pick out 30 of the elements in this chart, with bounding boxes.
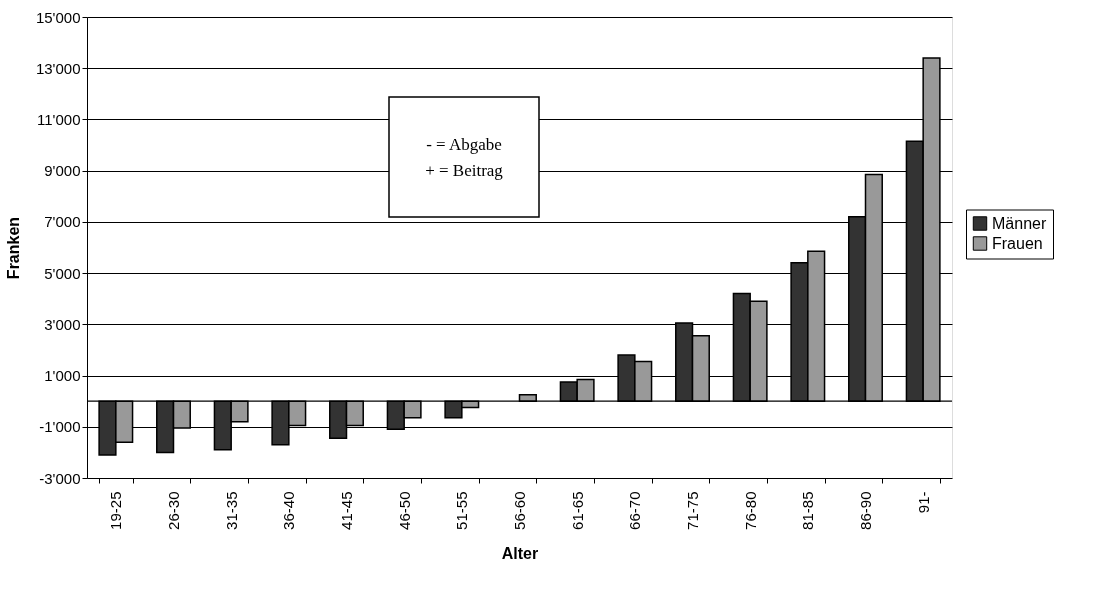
x-tick-label: 86-90 <box>857 491 874 530</box>
x-tick-label: 61-65 <box>568 491 586 530</box>
x-tick-label: 26-30 <box>165 491 182 530</box>
x-tick-label: 31-35 <box>222 491 240 530</box>
x-tick-label: 76-80 <box>741 491 759 530</box>
y-tick-label: -1'000 <box>39 418 81 436</box>
y-tick-label: 1'000 <box>44 367 81 385</box>
x-tick-label: 19-25 <box>107 491 125 530</box>
x-tick-label: 81-85 <box>799 491 817 530</box>
x-tick-label: 46-50 <box>395 491 413 530</box>
x-tick-label: 91- <box>914 491 932 514</box>
x-tick-label: 66-70 <box>626 491 644 530</box>
x-tick-label: 56-60 <box>511 491 528 530</box>
y-tick-label: 3'000 <box>44 315 81 333</box>
y-tick-label: 13'000 <box>35 59 81 77</box>
legend-label: Frauen <box>992 234 1043 252</box>
y-tick-label: 5'000 <box>44 264 81 282</box>
y-axis-title: Franken <box>4 216 22 280</box>
y-tick-label: 15'000 <box>35 8 81 26</box>
x-tick-label: 41-45 <box>338 491 355 530</box>
x-axis-title: Alter <box>501 544 539 562</box>
legend-label: Männer <box>992 214 1047 232</box>
y-tick-label: 9'000 <box>44 162 81 180</box>
x-tick-label: 71-75 <box>684 491 701 530</box>
y-tick-label: 11'000 <box>37 110 81 128</box>
y-tick-label: 7'000 <box>44 213 81 231</box>
y-tick-label: -3'000 <box>39 469 81 487</box>
x-tick-label: 51-55 <box>453 491 471 530</box>
annotation: - = Abgabe + = Beitrag <box>425 135 504 180</box>
x-tick-label: 36-40 <box>280 491 298 530</box>
